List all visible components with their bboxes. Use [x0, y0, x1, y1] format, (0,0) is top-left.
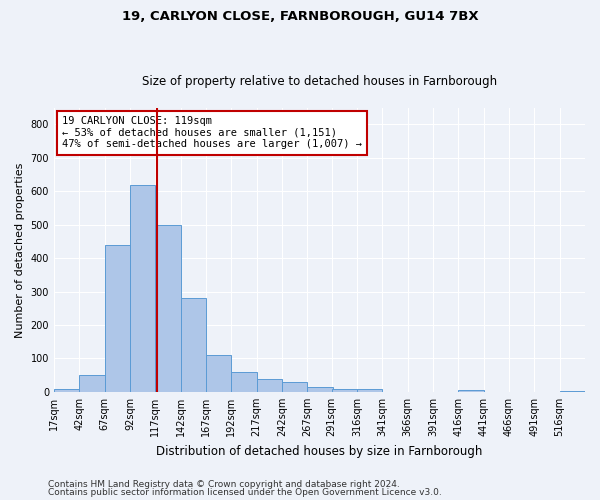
Bar: [104, 245, 130, 392]
Bar: [231, 372, 257, 392]
Bar: [155, 224, 181, 392]
X-axis label: Distribution of detached houses by size in Farnborough: Distribution of detached houses by size …: [156, 444, 482, 458]
Text: Contains public sector information licensed under the Open Government Licence v3: Contains public sector information licen…: [48, 488, 442, 497]
Bar: [257, 378, 282, 392]
Y-axis label: Number of detached properties: Number of detached properties: [15, 162, 25, 338]
Bar: [79, 375, 104, 392]
Text: Contains HM Land Registry data © Crown copyright and database right 2024.: Contains HM Land Registry data © Crown c…: [48, 480, 400, 489]
Bar: [307, 387, 332, 392]
Text: 19, CARLYON CLOSE, FARNBOROUGH, GU14 7BX: 19, CARLYON CLOSE, FARNBOROUGH, GU14 7BX: [122, 10, 478, 23]
Bar: [206, 355, 231, 392]
Bar: [357, 388, 382, 392]
Title: Size of property relative to detached houses in Farnborough: Size of property relative to detached ho…: [142, 76, 497, 88]
Bar: [282, 382, 307, 392]
Bar: [130, 184, 155, 392]
Bar: [332, 388, 357, 392]
Bar: [54, 388, 79, 392]
Bar: [458, 390, 484, 392]
Text: 19 CARLYON CLOSE: 119sqm
← 53% of detached houses are smaller (1,151)
47% of sem: 19 CARLYON CLOSE: 119sqm ← 53% of detach…: [62, 116, 362, 150]
Bar: [181, 298, 206, 392]
